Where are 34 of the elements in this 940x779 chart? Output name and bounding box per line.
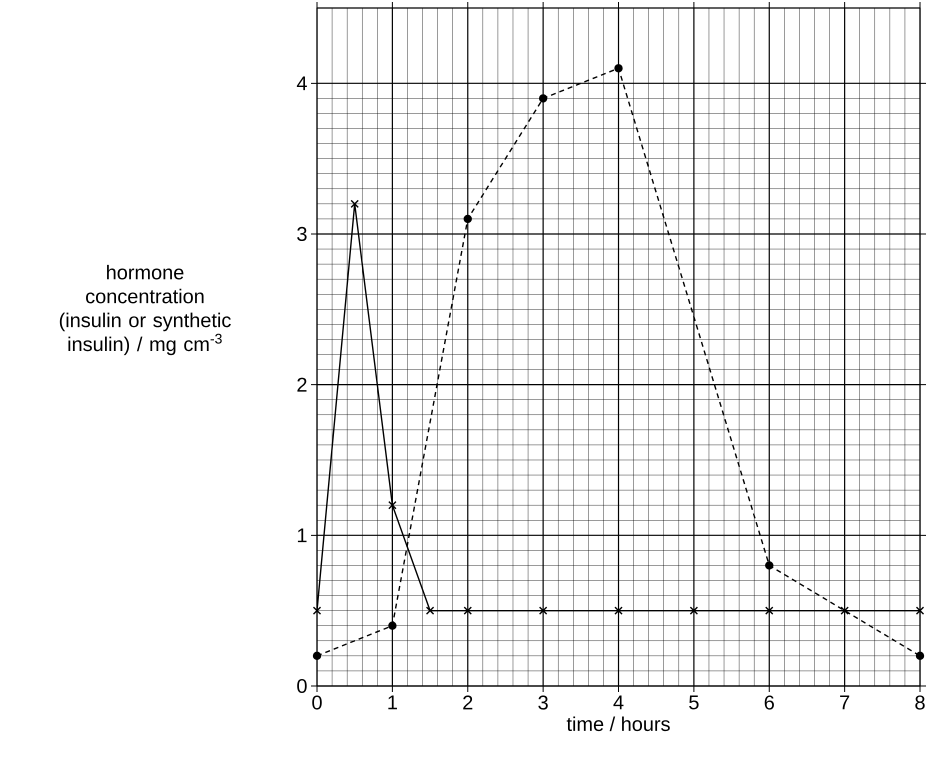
y-tick-label: 0	[297, 678, 307, 694]
point	[690, 606, 698, 615]
point	[464, 606, 472, 615]
point	[916, 606, 924, 615]
point	[765, 561, 774, 570]
y-axis-title: hormone concentration (insulin or synthetic insulin) / mg cm$^{-3}$	[60, 264, 231, 356]
x-axis-title: time / hours	[566, 716, 670, 732]
x-tick-label: 0	[312, 696, 322, 710]
x-tick-label: 1	[388, 696, 397, 710]
y-tick-label: 3	[297, 226, 307, 242]
x-tick-label: 2	[463, 696, 472, 710]
point	[538, 94, 548, 103]
point	[388, 622, 397, 630]
point	[464, 214, 472, 224]
point	[312, 652, 322, 660]
x-tick-label: 7	[840, 696, 850, 710]
x-tick-label: 4	[613, 696, 624, 710]
point	[388, 500, 397, 510]
x-tick-label: 3	[538, 696, 548, 710]
y-tick-label: 4	[296, 76, 307, 90]
point	[765, 606, 774, 615]
point	[916, 652, 924, 660]
point	[840, 606, 849, 615]
point	[614, 606, 623, 615]
point	[312, 606, 322, 615]
x-tick-label: 6	[764, 696, 774, 710]
point	[538, 606, 548, 615]
point	[614, 64, 623, 72]
point	[426, 606, 434, 615]
x-tick-label: 5	[689, 696, 699, 710]
y-tick-label: 2	[297, 378, 306, 392]
point	[350, 200, 359, 208]
x-tick-label: 8	[915, 696, 925, 710]
y-tick-label: 1	[298, 528, 307, 542]
